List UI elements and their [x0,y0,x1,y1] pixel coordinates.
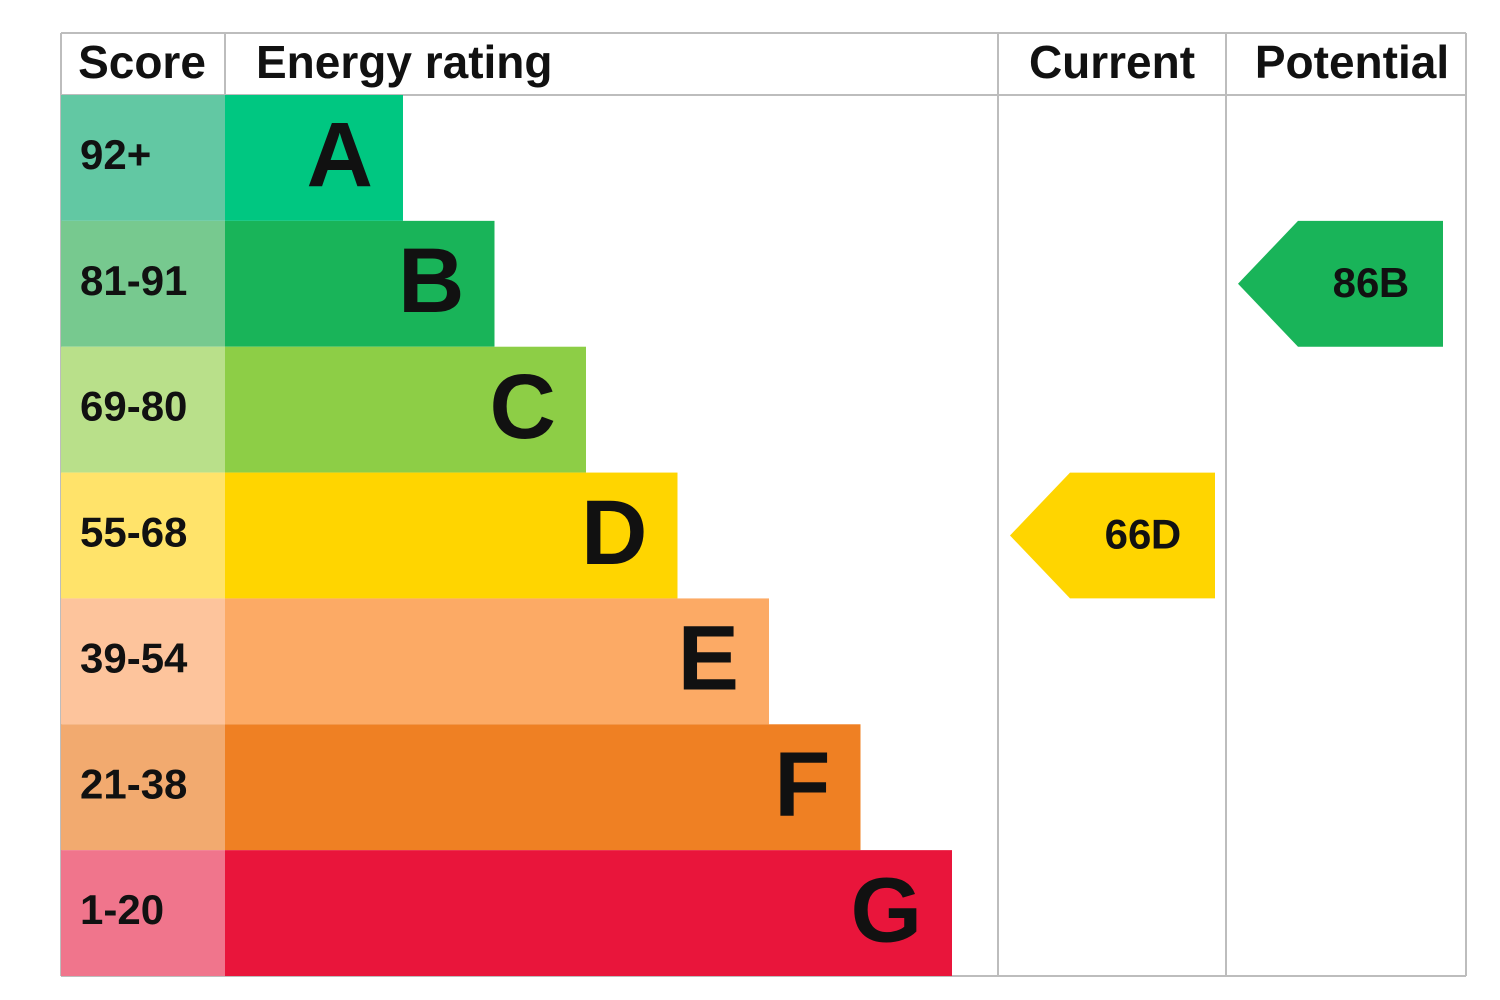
header-rating: Energy rating [256,36,553,88]
score-cell [61,95,225,221]
rating-bar [225,346,586,473]
score-cell [61,598,225,725]
rating-letter: C [490,356,556,458]
score-label: 81-91 [80,257,187,304]
rating-letter: D [581,482,647,584]
rating-bar [225,472,678,599]
rating-bar [225,850,952,976]
potential-value: 86 [1333,259,1380,306]
score-label: 92+ [80,131,151,178]
rating-letter: E [678,608,739,710]
score-cell [61,472,225,599]
rating-letter: B [398,230,464,332]
score-cell [61,850,225,976]
score-cell [61,346,225,473]
header-current: Current [1029,36,1195,88]
score-label: 55-68 [80,509,187,556]
rating-bar [225,724,861,851]
potential-rating: B [1379,259,1409,306]
header-score: Score [78,36,206,88]
rating-letter: F [774,734,830,836]
score-label: 21-38 [80,760,187,807]
rating-bar [225,220,495,347]
score-cell [61,220,225,347]
score-label: 39-54 [80,634,188,681]
rating-letter: A [307,104,373,206]
score-label: 1-20 [80,886,164,933]
rating-letter: G [850,859,922,961]
current-rating: D [1151,511,1181,558]
score-label: 69-80 [80,383,187,430]
rating-bar [225,598,769,725]
current-value: 66 [1105,511,1152,558]
rating-bar [225,95,403,221]
potential-arrow [1238,220,1443,347]
score-cell [61,724,225,851]
current-arrow [1010,472,1215,599]
header-potential: Potential [1255,36,1449,88]
